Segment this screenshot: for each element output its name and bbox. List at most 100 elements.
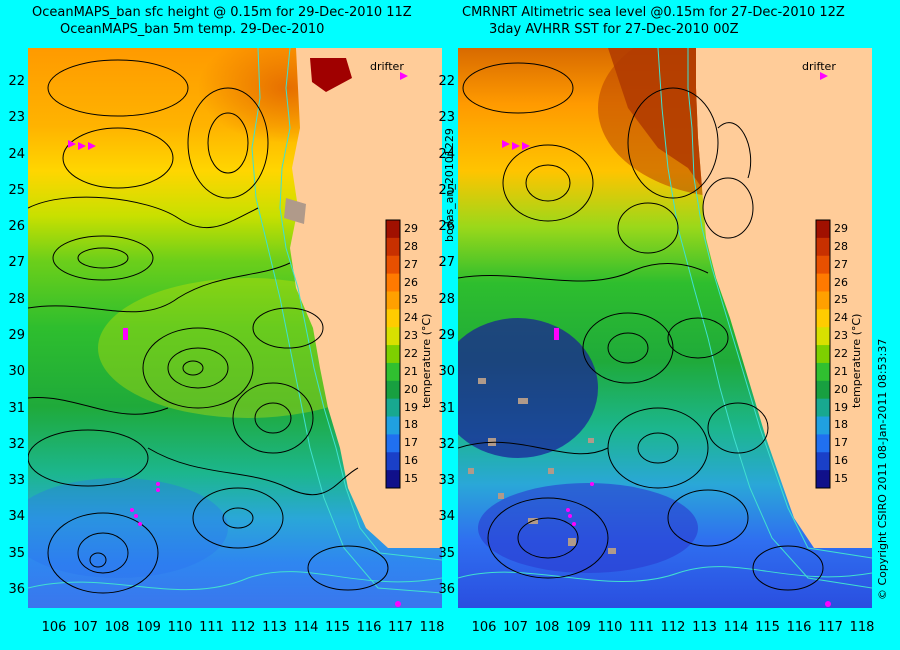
latitude-tick-label: 36 (438, 582, 455, 597)
colorbar-swatch (386, 470, 400, 489)
left-map-svg (28, 48, 442, 608)
drifter-marker (572, 522, 576, 526)
longitude-tick-label: 107 (503, 620, 528, 635)
longitude-tick-label: 117 (388, 620, 413, 635)
right-title-line2: 3day AVHRR SST for 27-Dec-2010 00Z (489, 22, 739, 37)
drifter-marker (134, 514, 138, 518)
colorbar-tick-label: 15 (404, 472, 418, 486)
colorbar-swatch (816, 273, 830, 292)
longitude-tick-label: 114 (723, 620, 749, 635)
latitude-tick-label: 28 (438, 291, 455, 307)
colorbar-tick-label: 25 (404, 293, 418, 307)
colorbar-tick-label: 18 (404, 418, 418, 432)
latitude-tick-label: 24 (8, 146, 25, 162)
colorbar-swatch (386, 327, 400, 346)
drifter-marker (566, 508, 570, 512)
colorbar-frame (815, 219, 831, 489)
latitude-tick-label: 23 (8, 110, 25, 126)
colorbar-swatch (816, 220, 830, 239)
colorbar-tick-label: 21 (404, 364, 418, 378)
right-map-svg (458, 48, 872, 608)
drifter-marker (156, 488, 160, 492)
missing-data-patch (284, 198, 306, 224)
colorbar-swatch (386, 237, 400, 257)
drifter-marker (820, 72, 828, 80)
colorbar-swatch (816, 345, 830, 364)
colorbar-swatch (386, 309, 400, 328)
drifter-marker (590, 482, 594, 486)
latitude-tick-label: 22 (8, 74, 25, 89)
colorbar-swatch (386, 273, 400, 292)
latitude-tick-label: 27 (8, 255, 25, 271)
colorbar-tick-label: 20 (834, 382, 848, 396)
colorbar-tick-label: 24 (834, 311, 848, 325)
longitude-tick-label: 113 (692, 620, 717, 635)
colorbar-title: temperature (°C) (850, 313, 863, 408)
longitude-tick-label: 108 (104, 620, 130, 635)
colorbar-swatch (816, 380, 830, 400)
latitude-tick-label: 34 (8, 509, 25, 525)
right-title-line1: CMRNRT Altimetric sea level @0.15m for 2… (462, 5, 845, 20)
colorbar-tick-label: 28 (834, 239, 848, 253)
longitude-tick-label: 117 (818, 620, 843, 635)
drifter-marker (138, 522, 142, 526)
latitude-tick-label: 28 (8, 291, 25, 307)
latitude-tick-label: 36 (8, 582, 25, 597)
latitude-tick-label: 23 (438, 110, 455, 126)
colorbar-tick-label: 26 (834, 275, 848, 289)
colorbar-tick-label: 29 (834, 221, 848, 235)
drifter-markers (68, 72, 408, 607)
drifter-marker (156, 482, 160, 486)
longitude-tick-label: 110 (167, 620, 193, 635)
longitude-tick-label: 111 (629, 620, 654, 635)
right-map-panel: drifter (458, 48, 872, 608)
coastal-hot-pixels (310, 58, 352, 92)
drifter-marker (512, 142, 520, 150)
drifter-marker (825, 601, 831, 607)
colorbar-frame (385, 219, 401, 489)
latitude-tick-label: 35 (8, 545, 25, 561)
longitude-tick-label: 116 (786, 620, 812, 635)
colorbar-swatch (386, 434, 400, 453)
colorbar-tick-label: 26 (404, 275, 418, 289)
longitude-tick-label: 106 (471, 620, 497, 635)
colorbar-tick-label: 19 (834, 400, 848, 414)
colorbar-swatch (816, 362, 830, 382)
colorbar-tick-label: 22 (404, 347, 418, 360)
ssh-contours (458, 62, 824, 591)
drifter-marker (502, 140, 510, 148)
longitude-tick-label: 107 (73, 620, 98, 635)
colorbar-tick-label: 25 (834, 293, 848, 307)
left-title-line2: OceanMAPS_ban 5m temp. 29-Dec-2010 (60, 22, 325, 37)
latitude-tick-label: 31 (438, 400, 455, 416)
colorbar-swatch (816, 327, 830, 346)
drifter-legend-label: drifter (370, 60, 404, 73)
colorbar-swatch (816, 434, 830, 453)
latitude-tick-label: 24 (438, 146, 455, 162)
longitude-tick-label: 118 (849, 620, 875, 635)
colorbar-tick-label: 20 (404, 382, 418, 396)
land-mass (290, 48, 442, 548)
colorbar-tick-label: 16 (834, 454, 848, 468)
cool-patch (478, 483, 698, 573)
drifter-marker (554, 328, 559, 340)
drifter-marker (130, 508, 134, 512)
colorbar-swatch (386, 398, 400, 418)
drifter-legend-label: drifter (802, 60, 836, 73)
longitude-tick-label: 113 (262, 620, 287, 635)
latitude-tick-label: 33 (8, 473, 25, 489)
longitude-tick-label: 118 (419, 620, 445, 635)
colorbar-tick-label: 21 (834, 364, 848, 378)
longitude-tick-label: 109 (136, 620, 161, 635)
longitude-tick-label: 114 (293, 620, 319, 635)
ssh-contours (28, 59, 389, 594)
colorbar-tick-label: 19 (404, 400, 418, 414)
latitude-tick-label: 25 (438, 182, 455, 198)
latitude-tick-label: 35 (438, 545, 455, 561)
colorbar-swatch (386, 380, 400, 400)
bathymetry-lines (458, 48, 872, 589)
drifter-marker (68, 140, 76, 148)
colorbar-swatch (816, 416, 830, 435)
longitude-tick-label: 110 (597, 620, 623, 635)
colorbar-swatch (816, 237, 830, 257)
